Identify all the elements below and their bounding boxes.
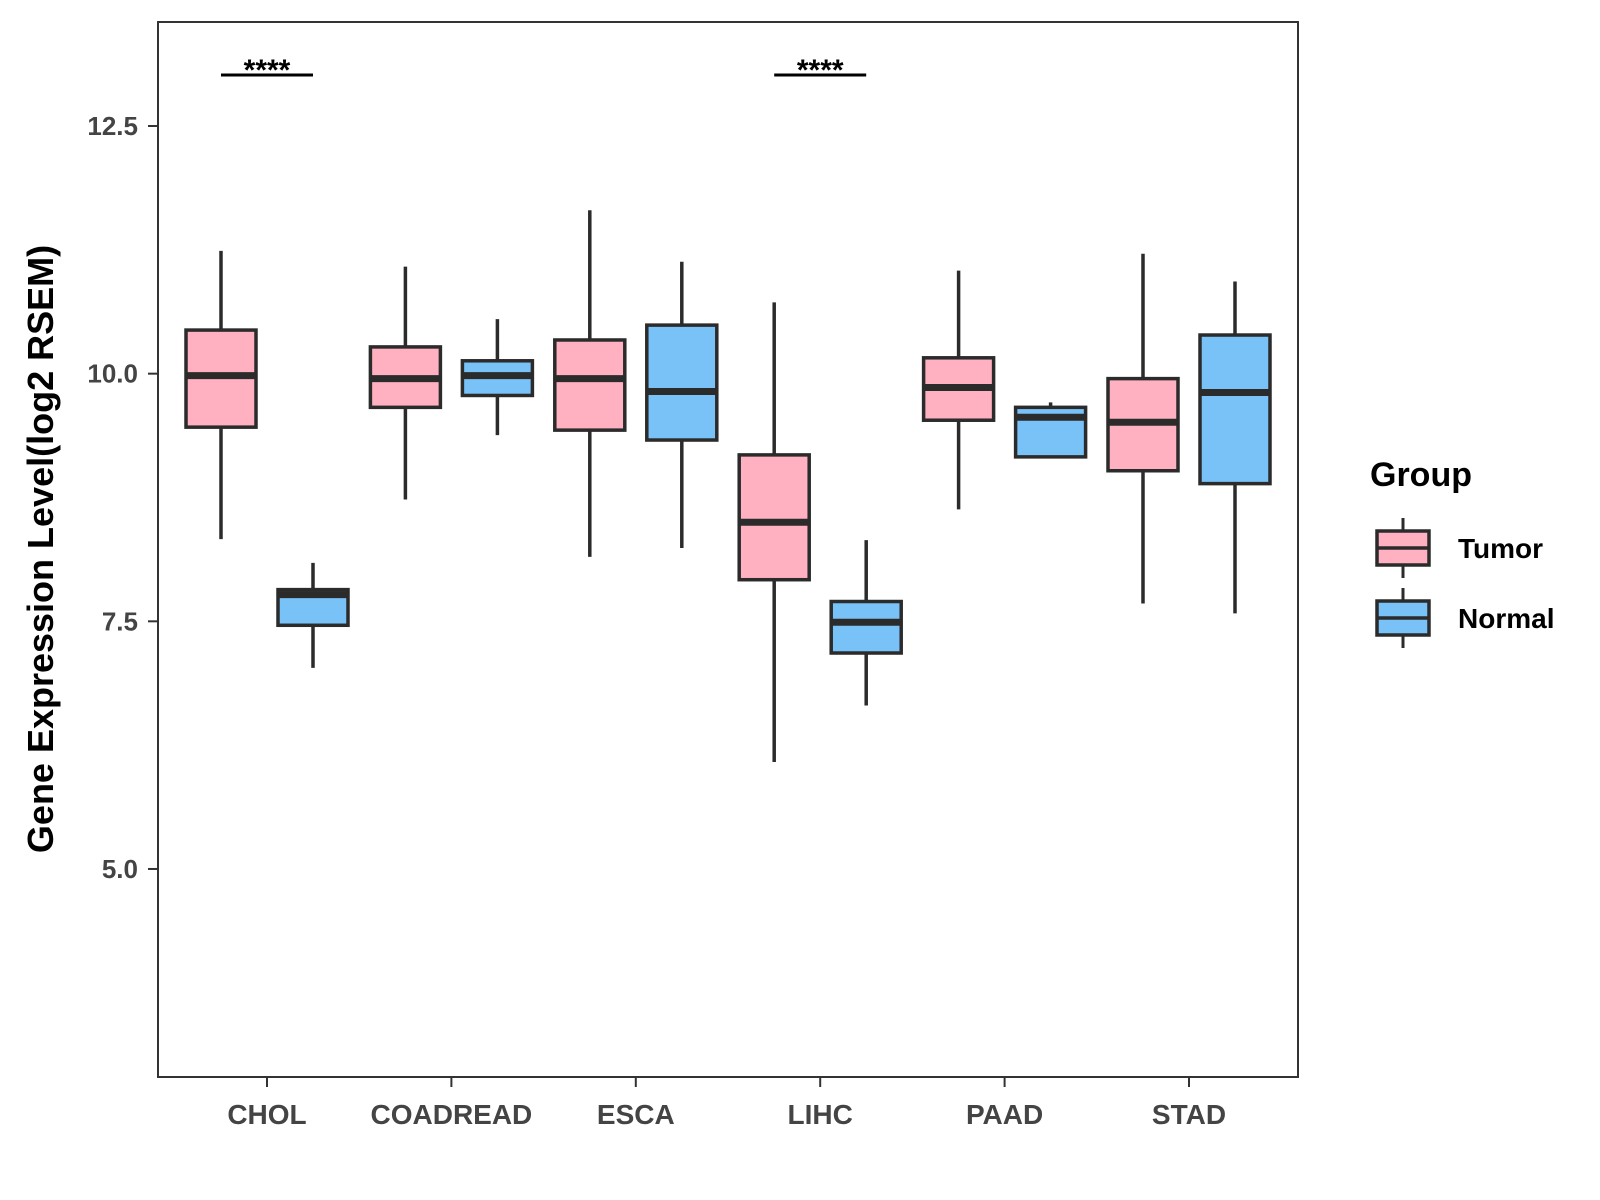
box-normal-stad <box>1198 281 1272 614</box>
y-axis-title: Gene Expression Level(log2 RSEM) <box>20 245 61 853</box>
legend-key-tumor <box>1375 518 1431 578</box>
legend-key-normal <box>1375 588 1431 648</box>
box-tumor-stad <box>1106 253 1180 604</box>
y-axis: 5.0 7.5 10.0 12.5 <box>87 111 158 884</box>
box-tumor-coadread <box>368 266 443 500</box>
x-tick-label-esca: ESCA <box>597 1099 675 1130</box>
y-tick-label: 5.0 <box>102 854 138 884</box>
significance-annotations: **** **** <box>221 54 867 87</box>
x-tick-label-lihc: LIHC <box>788 1099 853 1130</box>
box-tumor-chol <box>184 250 258 540</box>
box-layer <box>184 210 1272 762</box>
y-tick-label: 12.5 <box>87 111 138 141</box>
box-normal-chol <box>276 562 350 668</box>
box-body <box>829 599 903 655</box>
box-normal-paad <box>1013 402 1088 459</box>
legend: Group Tumor Normal <box>1370 456 1554 648</box>
legend-title: Group <box>1370 456 1472 494</box>
y-tick-label: 7.5 <box>102 606 138 636</box>
legend-label-normal: Normal <box>1458 603 1554 634</box>
box-normal-esca <box>645 261 719 549</box>
box-body <box>553 338 627 432</box>
box-tumor-esca <box>553 210 627 557</box>
x-tick-label-coadread: COADREAD <box>371 1099 533 1130</box>
box-body <box>737 453 811 582</box>
box-normal-coadread <box>460 319 535 436</box>
box-tumor-lihc <box>737 302 811 762</box>
box-body <box>1198 333 1272 486</box>
x-axis: CHOL COADREAD ESCA LIHC PAAD STAD <box>227 1077 1226 1130</box>
significance-label-chol: **** <box>244 54 291 87</box>
plot-panel-border <box>157 21 1299 1078</box>
legend-label-tumor: Tumor <box>1458 533 1543 564</box>
x-tick-label-chol: CHOL <box>227 1099 306 1130</box>
x-tick-label-stad: STAD <box>1152 1099 1226 1130</box>
box-body <box>645 323 719 442</box>
x-tick-label-paad: PAAD <box>966 1099 1043 1130</box>
y-tick-label: 10.0 <box>87 359 138 389</box>
significance-label-lihc: **** <box>797 54 844 87</box>
box-normal-lihc <box>829 540 903 706</box>
box-tumor-paad <box>921 270 996 510</box>
